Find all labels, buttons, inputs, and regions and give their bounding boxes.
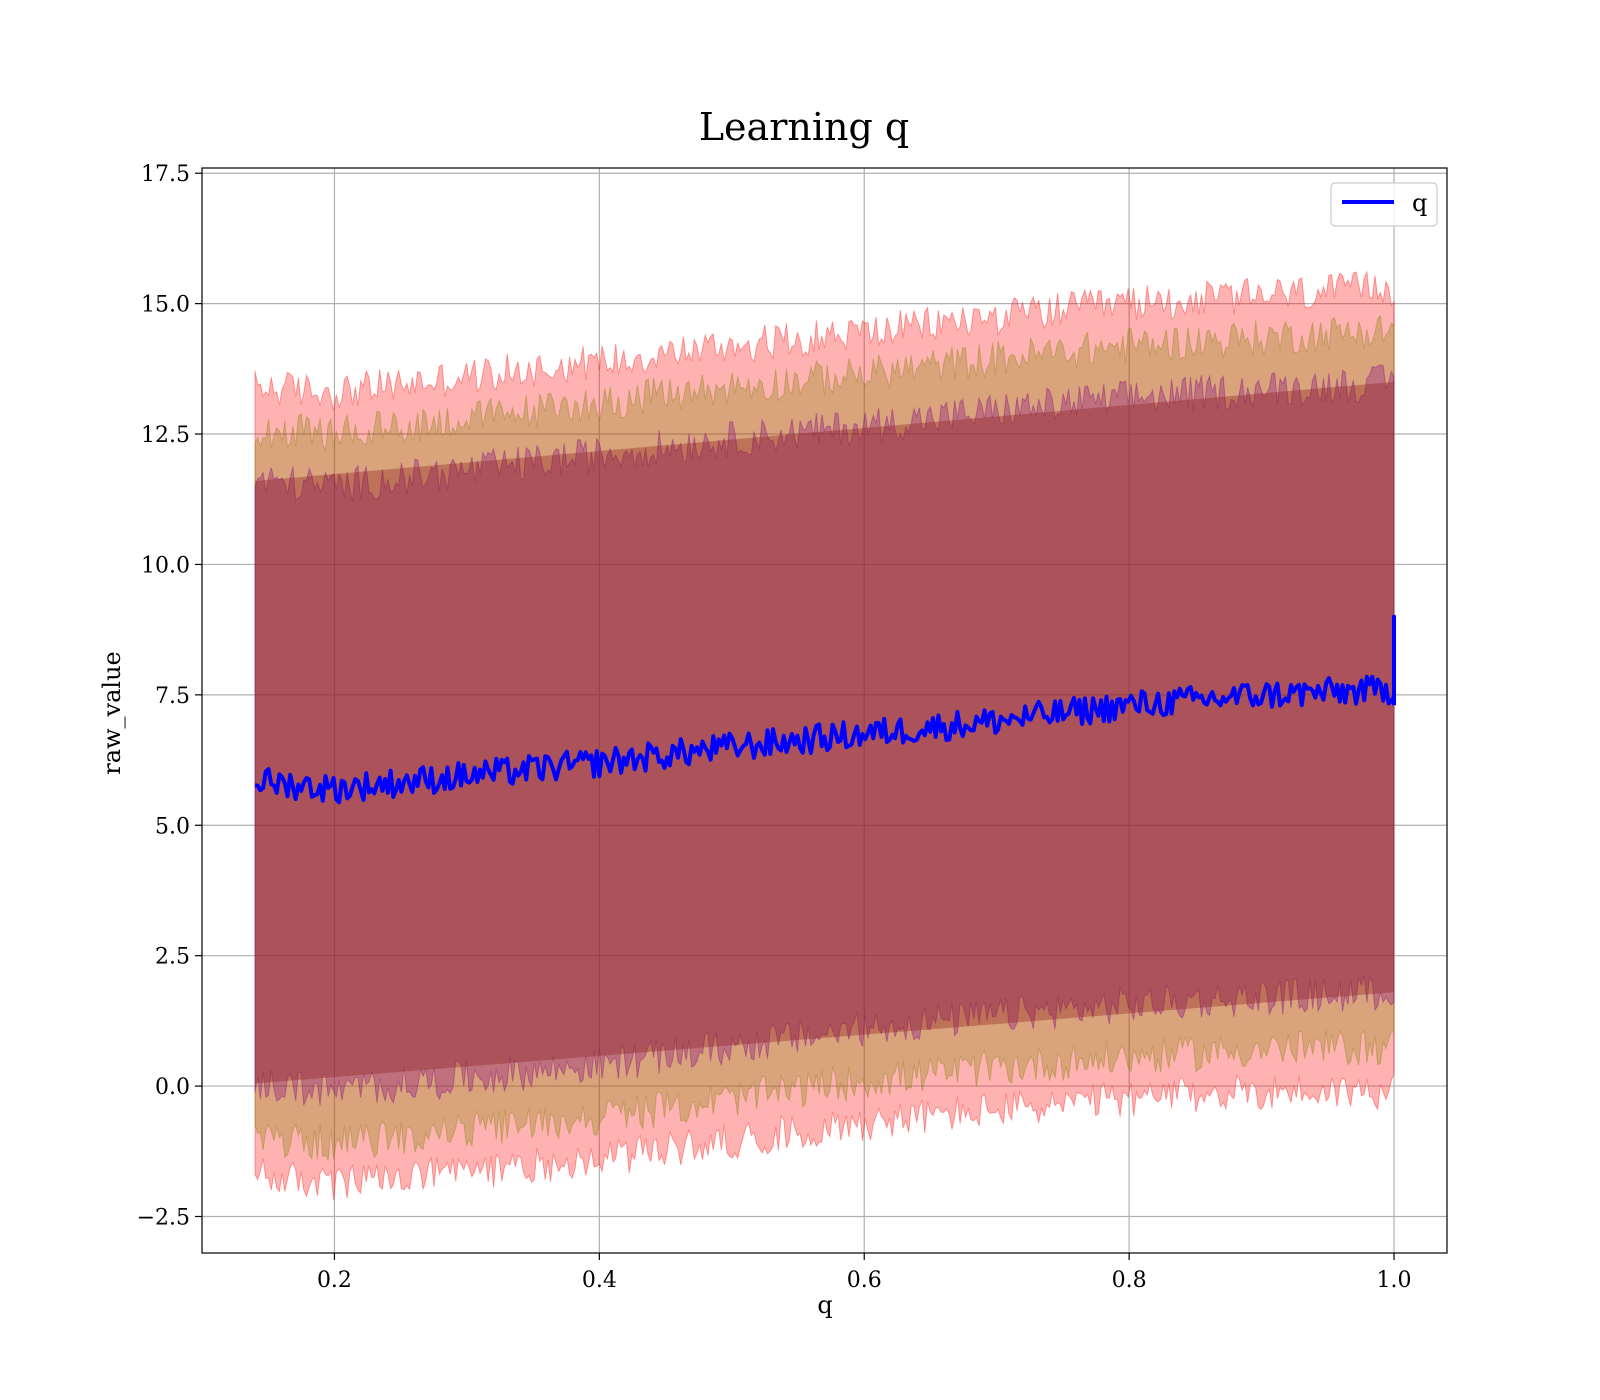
x-tick-label-0: 0.2 [317,1268,352,1293]
legend-label-q: q [1412,189,1427,217]
y-tick-label-4: 7.5 [155,684,190,709]
band-layer [254,270,1395,1201]
y-tick-label-1: 0.0 [155,1075,190,1100]
y-tick-label-6: 12.5 [141,423,190,448]
grid-layer [202,168,1447,1253]
y-tick-label-2: 2.5 [155,945,190,970]
y-tick-label-8: 17.5 [141,162,190,187]
x-tick-label-4: 1.0 [1377,1268,1412,1293]
x-axis-label: q [817,1291,832,1319]
y-tick-label-7: 15.0 [141,293,190,318]
x-tick-label-3: 0.8 [1112,1268,1147,1293]
x-tick-label-1: 0.4 [582,1268,617,1293]
series-layer [254,614,1396,805]
x-tick-label-2: 0.6 [847,1268,882,1293]
y-axis-label: raw_value [98,651,126,775]
confidence-band-3 [255,381,1394,1084]
legend: q [1330,182,1438,227]
y-tick-label-5: 10.0 [141,553,190,578]
tick-layer: 0.2 0.4 0.6 0.8 1.0 −2.5 0.0 2.5 5.0 7.5 10.0 12.5 1… [137,162,1412,1293]
chart-title: Learning q [699,105,909,149]
y-tick-label-0: −2.5 [137,1205,190,1230]
series-line-q [254,614,1396,805]
legend-box [1330,182,1438,227]
y-tick-label-3: 5.0 [155,814,190,839]
plot-frame [201,167,1448,1254]
